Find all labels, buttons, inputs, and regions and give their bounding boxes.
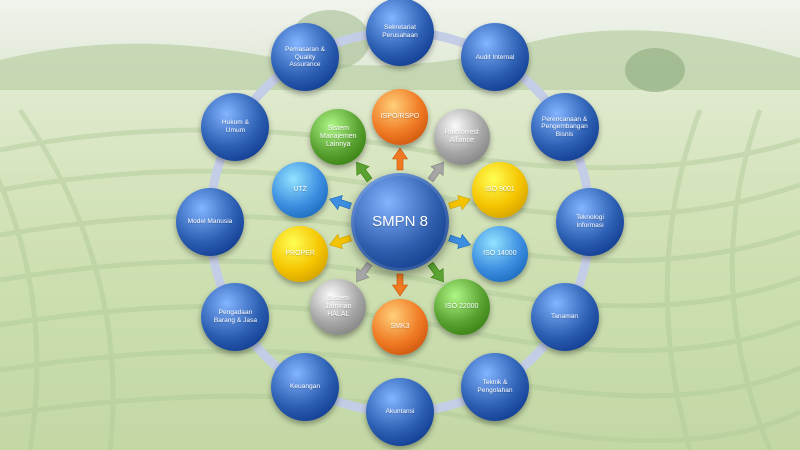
outer-node-label: Hukum & Umum [221,119,250,134]
inner-node-label: SMK3 [390,322,410,330]
inner-node-1[interactable]: ISPO/RSPO [372,89,428,145]
outer-node-label: Pemasaran & Quality Assurance [285,46,325,69]
hub-arrow [356,261,373,283]
inner-node-2[interactable]: Rainforrest Alliance [433,109,490,166]
outer-node-10[interactable]: Model Manusia [176,188,244,256]
hub-arrow [356,161,373,183]
outer-node-label: Akuntansi [385,408,415,416]
outer-node-4[interactable]: Teknologi Informasi [556,188,624,256]
tree-canopy [625,48,685,92]
hub-arrow-shape [391,147,409,171]
outer-node-label: Audit Internal [475,53,515,61]
hub-arrow-shape [427,261,444,283]
inner-node-label: ISO 9001 [485,185,515,193]
center-hub-node[interactable]: SMPN 8 [351,173,449,271]
hub-arrow [391,273,409,297]
hub-arrow [448,194,471,211]
outer-node-label: Sekretariat Perusahaan [382,24,418,39]
inner-node-6[interactable]: SMK3 [372,299,428,355]
hub-arrow-shape [356,161,373,183]
inner-node-label: UTZ [293,185,307,193]
outer-node-label: Tanaman [550,313,579,321]
hub-arrow-shape [448,194,471,211]
inner-node-label: Rainforrest Alliance [444,129,479,145]
inner-node-label: PROPER [285,250,315,258]
outer-node-label: Keuangan [289,382,321,390]
inner-node-5[interactable]: ISO 22000 [433,278,490,335]
inner-node-10[interactable]: Sistem Manajemen Lainnya [310,109,367,166]
inner-node-label: ISPO/RSPO [380,112,420,120]
inner-node-4[interactable]: ISO 14000 [471,226,528,283]
outer-node-label: Pengadaan Barang & Jasa [213,309,258,324]
outer-node-7[interactable]: Akuntansi [366,378,434,446]
outer-node-1[interactable]: Sekretariat Perusahaan [366,0,434,66]
outer-node-label: Perencanaan & Pengembangan Bisnis [541,115,588,138]
outer-node-9[interactable]: Pengadaan Barang & Jasa [201,283,270,351]
outer-node-8[interactable]: Keuangan [271,352,339,421]
inner-node-7[interactable]: Sistem Jaminan HALAL [310,278,367,335]
hub-arrow [329,233,352,250]
hub-arrow-shape [329,233,352,250]
outer-node-11[interactable]: Hukum & Umum [201,93,270,161]
outer-node-label: Model Manusia [187,218,233,226]
outer-node-label: Teknik & Pengolahan [477,378,513,394]
inner-node-label: ISO 22000 [444,302,479,310]
hub-arrow-shape [329,194,352,211]
hub-arrow [329,194,352,211]
outer-node-12[interactable]: Pemasaran & Quality Assurance [271,23,339,92]
hub-arrow-shape [356,261,373,283]
inner-node-8[interactable]: PROPER [272,226,329,283]
outer-node-5[interactable]: Tanaman [530,283,599,351]
outer-node-label: Teknologi Informasi [576,214,604,229]
inner-node-label: ISO 14000 [483,250,517,258]
hub-arrow-shape [448,233,471,250]
outer-node-2[interactable]: Audit Internal [461,23,529,92]
hub-arrow [391,147,409,171]
inner-node-label: Sistem Jaminan HALAL [325,294,352,318]
hub-arrow [427,161,444,183]
hub-arrow-shape [427,161,444,183]
distant-tree-line [0,30,800,90]
inner-node-3[interactable]: ISO 9001 [471,161,528,218]
inner-node-label: Sistem Manajemen Lainnya [319,124,357,149]
outer-node-6[interactable]: Teknik & Pengolahan [461,352,529,421]
hub-arrow [448,233,471,250]
hub-arrow-shape [391,273,409,297]
outer-node-3[interactable]: Perencanaan & Pengembangan Bisnis [530,93,599,161]
center-hub-label: SMPN 8 [372,213,428,231]
hub-arrow [427,261,444,283]
inner-node-9[interactable]: UTZ [272,161,329,218]
